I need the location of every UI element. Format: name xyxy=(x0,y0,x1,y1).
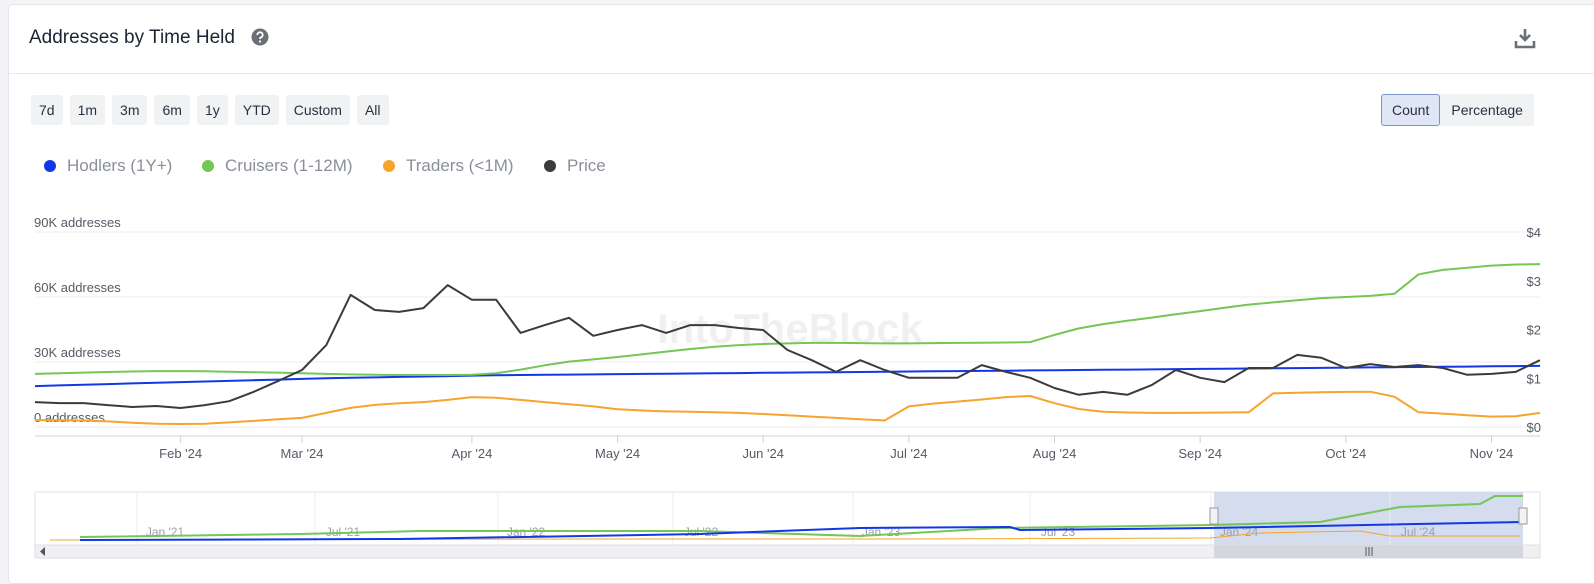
series-line xyxy=(34,263,1541,376)
x-tick-label: Sep '24 xyxy=(1178,446,1222,461)
legend-item[interactable]: Cruisers (1-12M) xyxy=(202,156,353,175)
legend-label: Cruisers (1-12M) xyxy=(225,156,353,175)
navigator-selection[interactable] xyxy=(1214,492,1523,545)
legend-label: Price xyxy=(567,156,606,175)
range-button[interactable]: 1m xyxy=(69,95,106,125)
y2-tick-label: $2 xyxy=(1527,323,1541,338)
help-icon[interactable] xyxy=(251,28,269,46)
navigator-label: Jul '23 xyxy=(1041,525,1076,539)
x-tick-label: Apr '24 xyxy=(452,446,493,461)
x-tick-label: Oct '24 xyxy=(1325,446,1366,461)
card-header: Addresses by Time Held xyxy=(9,5,1594,74)
y2-tick-label: $1 xyxy=(1527,371,1541,386)
range-button[interactable]: 7d xyxy=(31,95,63,125)
y2-tick-label: $4 xyxy=(1527,225,1541,240)
range-button[interactable]: Custom xyxy=(285,95,350,125)
series-line xyxy=(34,390,1541,425)
navigator-traders xyxy=(49,530,1520,541)
legend-item[interactable]: Price xyxy=(544,156,606,175)
watermark: IntoTheBlock xyxy=(657,305,924,352)
y-tick-label: 0 addresses xyxy=(34,410,105,425)
navigator-handle[interactable] xyxy=(1518,507,1528,525)
legend-marker xyxy=(544,160,556,172)
range-button[interactable]: All xyxy=(356,95,389,125)
series-line xyxy=(34,364,1541,388)
legend-marker xyxy=(383,160,395,172)
range-button[interactable]: 1y xyxy=(196,95,228,125)
scrollbar-grip xyxy=(1365,547,1373,556)
navigator-label: Jul '24 xyxy=(1401,525,1436,539)
x-tick-label: Feb '24 xyxy=(159,446,202,461)
x-tick-label: Aug '24 xyxy=(1033,446,1077,461)
scrollbar-left-arrow[interactable] xyxy=(40,547,45,556)
legend-label: Traders (<1M) xyxy=(406,156,514,175)
legend-marker xyxy=(202,160,214,172)
legend-item[interactable]: Traders (<1M) xyxy=(383,156,514,175)
x-tick-label: Jun '24 xyxy=(742,446,784,461)
mode-button[interactable]: Percentage xyxy=(1440,94,1534,126)
y-tick-label: 60K addresses xyxy=(34,280,121,295)
mode-buttons: Count Percentage xyxy=(1381,94,1534,126)
download-icon[interactable] xyxy=(1514,27,1536,49)
y2-tick-label: $3 xyxy=(1527,274,1541,289)
x-tick-label: May '24 xyxy=(595,446,640,461)
legend-label: Hodlers (1Y+) xyxy=(67,156,172,175)
x-tick-label: Jul '24 xyxy=(890,446,927,461)
card-title: Addresses by Time Held xyxy=(29,27,235,48)
navigator-handle[interactable] xyxy=(1209,507,1219,525)
range-button[interactable]: 6m xyxy=(154,95,190,125)
legend-item[interactable]: Hodlers (1Y+) xyxy=(44,156,172,175)
x-tick-label: Nov '24 xyxy=(1470,446,1514,461)
navigator-cruisers xyxy=(79,495,1523,538)
x-tick-label: Mar '24 xyxy=(281,446,324,461)
y-tick-label: 90K addresses xyxy=(34,215,121,230)
range-button[interactable]: 3m xyxy=(112,95,148,125)
y2-tick-label: $0 xyxy=(1527,420,1541,435)
range-button[interactable]: YTD xyxy=(234,95,279,125)
legend-marker xyxy=(44,160,56,172)
scrollbar-track xyxy=(34,544,1541,559)
mode-button[interactable]: Count xyxy=(1381,94,1441,126)
series-line xyxy=(34,284,1541,409)
navigator-hodlers xyxy=(79,521,1524,541)
range-buttons: 7d 1m 3m 6m 1y YTD Custom All xyxy=(31,95,389,125)
y-tick-label: 30K addresses xyxy=(34,345,121,360)
